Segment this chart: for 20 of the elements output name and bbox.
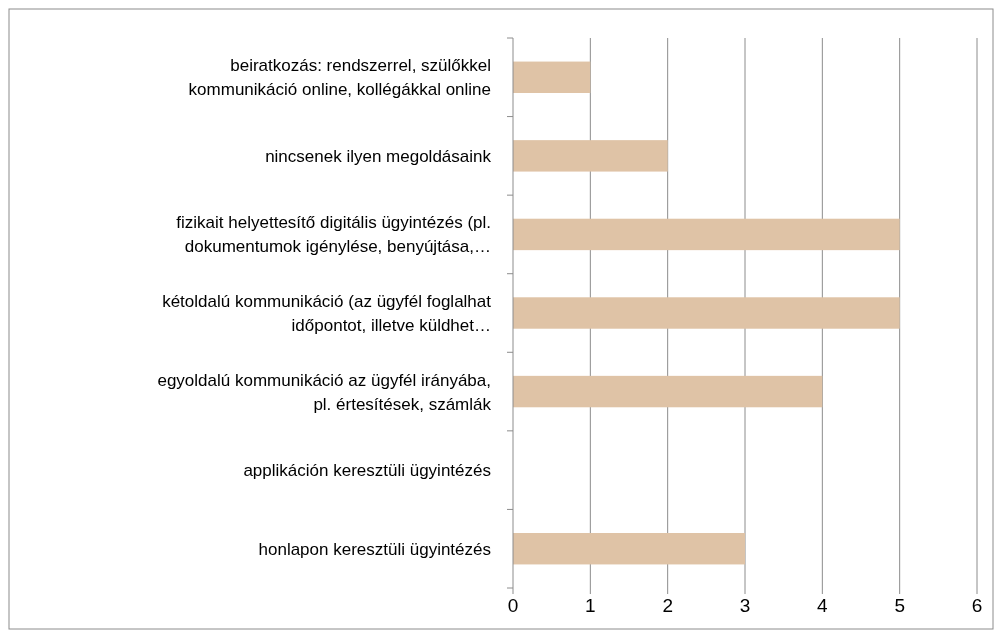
x-tick-label: 3 — [739, 595, 751, 616]
bar — [513, 218, 900, 251]
x-tick-label: 6 — [971, 595, 983, 616]
x-tick-label: 4 — [817, 595, 829, 616]
bar — [513, 61, 591, 93]
y-tick-label: honlapon keresztüli ügyintézés — [258, 539, 491, 559]
y-tick-label: kétoldalú kommunikáció (az ügyfél foglalhat időpontot, illetve küldhet… — [162, 292, 492, 335]
bar — [513, 533, 745, 565]
y-tick-label: beiratkozás: rendszerrel, szülőkkel kommunikáció online, kollégákkal online — [188, 56, 491, 100]
x-tick-label: 2 — [662, 595, 673, 616]
bar — [513, 375, 823, 408]
y-tick-label: fizikait helyettesítő digitális ügyintézés (pl. dokumentumok igénylése, benyújtása,… — [176, 213, 491, 257]
x-tick-label: 0 — [507, 595, 519, 616]
y-tick-label: applikáción keresztüli ügyintézés — [243, 461, 491, 481]
bar — [513, 140, 668, 172]
y-tick-label: egyoldalú kommunikáció az ügyfél irányába, pl. értesítések, számlák — [157, 370, 492, 414]
bar — [513, 297, 900, 329]
x-tick-label: 1 — [585, 595, 596, 616]
y-tick-label: nincsenek ilyen megoldásaink — [265, 146, 492, 166]
x-tick-label: 5 — [894, 595, 905, 616]
